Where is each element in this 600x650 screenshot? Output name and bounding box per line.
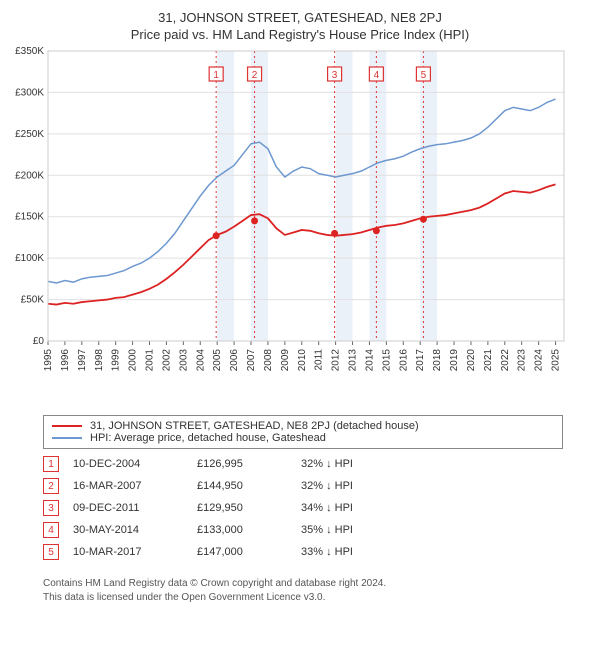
svg-text:2005: 2005 <box>212 349 223 372</box>
transaction-row: 3 09-DEC-2011 £129,950 34% ↓ HPI <box>43 497 563 519</box>
svg-text:1998: 1998 <box>94 349 105 372</box>
svg-text:3: 3 <box>332 70 338 81</box>
price-chart: £0 £50K £100K £150K £200K £250K £300K £350K 1995… <box>8 46 568 411</box>
svg-text:2003: 2003 <box>178 349 189 372</box>
svg-text:£300K: £300K <box>15 87 44 98</box>
svg-text:£200K: £200K <box>15 170 44 181</box>
svg-text:2013: 2013 <box>348 349 359 372</box>
svg-text:£150K: £150K <box>15 212 44 223</box>
svg-text:2008: 2008 <box>263 349 274 372</box>
page-subtitle: Price paid vs. HM Land Registry's House … <box>8 27 592 42</box>
transaction-row: 2 16-MAR-2007 £144,950 32% ↓ HPI <box>43 475 563 497</box>
svg-text:2014: 2014 <box>364 349 375 372</box>
transaction-date: 10-DEC-2004 <box>73 458 183 470</box>
svg-text:£100K: £100K <box>15 253 44 264</box>
svg-text:4: 4 <box>374 70 380 81</box>
transaction-date: 09-DEC-2011 <box>73 502 183 514</box>
transaction-row: 4 30-MAY-2014 £133,000 35% ↓ HPI <box>43 519 563 541</box>
svg-text:2023: 2023 <box>517 349 528 372</box>
transaction-price: £147,000 <box>197 546 287 558</box>
svg-text:£350K: £350K <box>15 46 44 57</box>
footer: Contains HM Land Registry data © Crown c… <box>43 571 563 605</box>
transaction-diff: 32% ↓ HPI <box>301 458 401 470</box>
svg-text:2004: 2004 <box>195 349 206 372</box>
svg-text:1: 1 <box>213 70 219 81</box>
svg-text:2021: 2021 <box>483 349 494 372</box>
svg-text:2009: 2009 <box>280 349 291 372</box>
transaction-number: 5 <box>43 544 59 560</box>
legend-row-property: 31, JOHNSON STREET, GATESHEAD, NE8 2PJ (… <box>52 420 554 432</box>
svg-text:2024: 2024 <box>534 349 545 372</box>
transaction-number: 3 <box>43 500 59 516</box>
svg-text:1995: 1995 <box>43 349 54 372</box>
transaction-number: 1 <box>43 456 59 472</box>
svg-text:2025: 2025 <box>551 349 562 372</box>
svg-text:1999: 1999 <box>111 349 122 372</box>
svg-text:2002: 2002 <box>161 349 172 372</box>
svg-text:2000: 2000 <box>128 349 139 372</box>
svg-text:2001: 2001 <box>145 349 156 372</box>
transaction-diff: 32% ↓ HPI <box>301 480 401 492</box>
svg-text:2020: 2020 <box>466 349 477 372</box>
svg-text:1996: 1996 <box>60 349 71 372</box>
svg-text:5: 5 <box>421 70 427 81</box>
svg-text:2010: 2010 <box>297 349 308 372</box>
transaction-number: 2 <box>43 478 59 494</box>
svg-text:2022: 2022 <box>500 349 511 372</box>
svg-text:2007: 2007 <box>246 349 257 372</box>
legend-swatch-property <box>52 425 82 427</box>
legend-label-hpi: HPI: Average price, detached house, Gate… <box>90 432 326 444</box>
transaction-diff: 33% ↓ HPI <box>301 546 401 558</box>
legend: 31, JOHNSON STREET, GATESHEAD, NE8 2PJ (… <box>43 415 563 449</box>
page-title: 31, JOHNSON STREET, GATESHEAD, NE8 2PJ <box>8 10 592 25</box>
transaction-price: £126,995 <box>197 458 287 470</box>
svg-text:2017: 2017 <box>415 349 426 372</box>
svg-text:2011: 2011 <box>314 349 325 371</box>
transaction-row: 1 10-DEC-2004 £126,995 32% ↓ HPI <box>43 453 563 475</box>
transaction-date: 16-MAR-2007 <box>73 480 183 492</box>
transaction-date: 10-MAR-2017 <box>73 546 183 558</box>
transaction-row: 5 10-MAR-2017 £147,000 33% ↓ HPI <box>43 541 563 563</box>
transaction-date: 30-MAY-2014 <box>73 524 183 536</box>
transaction-price: £133,000 <box>197 524 287 536</box>
svg-text:2016: 2016 <box>398 349 409 372</box>
transactions-table: 1 10-DEC-2004 £126,995 32% ↓ HPI 2 16-MAR-200… <box>43 453 563 563</box>
footer-line-1: Contains HM Land Registry data © Crown c… <box>43 577 563 591</box>
footer-line-2: This data is licensed under the Open Gov… <box>43 591 563 605</box>
svg-text:£50K: £50K <box>21 295 45 306</box>
legend-row-hpi: HPI: Average price, detached house, Gate… <box>52 432 554 444</box>
transaction-price: £129,950 <box>197 502 287 514</box>
svg-text:£0: £0 <box>33 336 45 347</box>
transaction-number: 4 <box>43 522 59 538</box>
svg-text:2012: 2012 <box>331 349 342 372</box>
chart-container: £0 £50K £100K £150K £200K £250K £300K £350K 1995… <box>8 46 592 411</box>
svg-text:1997: 1997 <box>77 349 88 372</box>
legend-swatch-hpi <box>52 437 82 439</box>
svg-text:2018: 2018 <box>432 349 443 372</box>
transaction-diff: 34% ↓ HPI <box>301 502 401 514</box>
svg-text:2006: 2006 <box>229 349 240 372</box>
svg-text:2019: 2019 <box>449 349 460 372</box>
transaction-diff: 35% ↓ HPI <box>301 524 401 536</box>
svg-text:£250K: £250K <box>15 129 44 140</box>
legend-label-property: 31, JOHNSON STREET, GATESHEAD, NE8 2PJ (… <box>90 420 419 432</box>
svg-text:2015: 2015 <box>381 349 392 372</box>
svg-text:2: 2 <box>252 70 258 81</box>
transaction-price: £144,950 <box>197 480 287 492</box>
